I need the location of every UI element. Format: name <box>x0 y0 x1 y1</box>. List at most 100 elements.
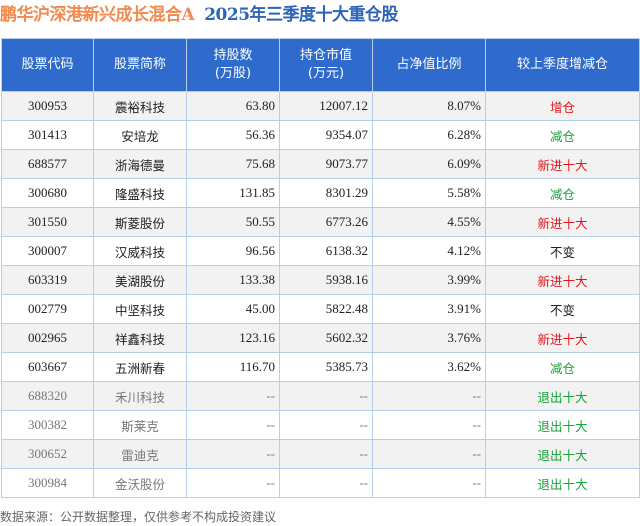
stock-code: 300382 <box>1 410 94 440</box>
table-row: 002965 祥鑫科技 123.16 5602.32 3.76% 新进十大 <box>1 323 640 353</box>
shares-held: -- <box>186 468 280 498</box>
shares-held: 131.85 <box>186 178 280 208</box>
stock-name: 隆盛科技 <box>93 178 187 208</box>
net-value-ratio: -- <box>372 468 486 498</box>
market-value: 5938.16 <box>279 265 373 295</box>
net-value-ratio: 8.07% <box>372 91 486 121</box>
net-value-ratio: 3.76% <box>372 323 486 353</box>
stock-name: 震裕科技 <box>93 91 187 121</box>
column-header: 持股数 (万股) <box>186 38 280 92</box>
stock-code: 603319 <box>1 265 94 295</box>
table-row: 300953 震裕科技 63.80 12007.12 8.07% 增仓 <box>1 91 640 121</box>
column-header: 占净值比例 <box>372 38 486 92</box>
position-change: 新进十大 <box>485 149 640 179</box>
net-value-ratio: 6.28% <box>372 120 486 150</box>
position-change: 减仓 <box>485 120 640 150</box>
shares-held: 75.68 <box>186 149 280 179</box>
shares-held: 116.70 <box>186 352 280 382</box>
stock-code: 688577 <box>1 149 94 179</box>
fund-name: 鹏华沪深港新兴成长混合A <box>0 5 195 25</box>
shares-held: 133.38 <box>186 265 280 295</box>
stock-code: 300007 <box>1 236 94 266</box>
market-value: -- <box>279 410 373 440</box>
stock-code: 301413 <box>1 120 94 150</box>
stock-name: 禾川科技 <box>93 381 187 411</box>
position-change: 增仓 <box>485 91 640 121</box>
stock-code: 300652 <box>1 439 94 469</box>
stock-name: 汉威科技 <box>93 236 187 266</box>
net-value-ratio: 3.62% <box>372 352 486 382</box>
stock-code: 300984 <box>1 468 94 498</box>
table-row: 688577 浙海德曼 75.68 9073.77 6.09% 新进十大 <box>1 149 640 179</box>
stock-name: 中坚科技 <box>93 294 187 324</box>
shares-held: 96.56 <box>186 236 280 266</box>
stock-name: 五洲新春 <box>93 352 187 382</box>
net-value-ratio: 4.12% <box>372 236 486 266</box>
column-header: 股票简称 <box>93 38 187 92</box>
position-change: 减仓 <box>485 352 640 382</box>
shares-held: -- <box>186 410 280 440</box>
market-value: -- <box>279 439 373 469</box>
table-row: 300984 金沃股份 -- -- -- 退出十大 <box>1 468 640 498</box>
market-value: 5385.73 <box>279 352 373 382</box>
position-change: 新进十大 <box>485 323 640 353</box>
position-change: 退出十大 <box>485 410 640 440</box>
stock-code: 301550 <box>1 207 94 237</box>
table-row: 301550 斯菱股份 50.55 6773.26 4.55% 新进十大 <box>1 207 640 237</box>
market-value: -- <box>279 381 373 411</box>
stock-code: 300953 <box>1 91 94 121</box>
market-value: 6138.32 <box>279 236 373 266</box>
stock-name: 斯莱克 <box>93 410 187 440</box>
table-row: 300007 汉威科技 96.56 6138.32 4.12% 不变 <box>1 236 640 266</box>
stock-name: 金沃股份 <box>93 468 187 498</box>
stock-code: 002779 <box>1 294 94 324</box>
net-value-ratio: 5.58% <box>372 178 486 208</box>
table-row: 603667 五洲新春 116.70 5385.73 3.62% 减仓 <box>1 352 640 382</box>
market-value: 8301.29 <box>279 178 373 208</box>
stock-name: 安培龙 <box>93 120 187 150</box>
shares-held: 56.36 <box>186 120 280 150</box>
stock-name: 美湖股份 <box>93 265 187 295</box>
column-header: 股票代码 <box>1 38 94 92</box>
net-value-ratio: -- <box>372 439 486 469</box>
market-value: -- <box>279 468 373 498</box>
table-row: 301413 安培龙 56.36 9354.07 6.28% 减仓 <box>1 120 640 150</box>
position-change: 退出十大 <box>485 381 640 411</box>
table-row: 300382 斯莱克 -- -- -- 退出十大 <box>1 410 640 440</box>
net-value-ratio: -- <box>372 410 486 440</box>
holdings-table: 股票代码 股票简称 持股数 (万股) 持仓市值 (万元) 占净值比例 较上季度增减仓 3009… <box>1 38 640 498</box>
stock-code: 603667 <box>1 352 94 382</box>
position-change: 减仓 <box>485 178 640 208</box>
position-change: 新进十大 <box>485 207 640 237</box>
report-subtitle: 2025年三季度十大重仓股 <box>204 5 399 25</box>
shares-held: 63.80 <box>186 91 280 121</box>
net-value-ratio: 6.09% <box>372 149 486 179</box>
market-value: 9073.77 <box>279 149 373 179</box>
market-value: 6773.26 <box>279 207 373 237</box>
shares-held: -- <box>186 381 280 411</box>
column-header: 持仓市值 (万元) <box>279 38 373 92</box>
column-header: 较上季度增减仓 <box>485 38 640 92</box>
page-title: 鹏华沪深港新兴成长混合A 2025年三季度十大重仓股 <box>0 2 399 28</box>
shares-held: -- <box>186 439 280 469</box>
stock-name: 祥鑫科技 <box>93 323 187 353</box>
position-change: 退出十大 <box>485 468 640 498</box>
net-value-ratio: -- <box>372 381 486 411</box>
position-change: 退出十大 <box>485 439 640 469</box>
shares-held: 123.16 <box>186 323 280 353</box>
shares-held: 45.00 <box>186 294 280 324</box>
stock-name: 斯菱股份 <box>93 207 187 237</box>
table-row: 002779 中坚科技 45.00 5822.48 3.91% 不变 <box>1 294 640 324</box>
market-value: 9354.07 <box>279 120 373 150</box>
market-value: 5602.32 <box>279 323 373 353</box>
stock-code: 002965 <box>1 323 94 353</box>
net-value-ratio: 3.99% <box>372 265 486 295</box>
stock-code: 300680 <box>1 178 94 208</box>
market-value: 5822.48 <box>279 294 373 324</box>
stock-name: 雷迪克 <box>93 439 187 469</box>
position-change: 不变 <box>485 294 640 324</box>
market-value: 12007.12 <box>279 91 373 121</box>
position-change: 不变 <box>485 236 640 266</box>
data-source-note: 数据来源：公开数据整理，仅供参考不构成投资建议 <box>0 510 277 524</box>
shares-held: 50.55 <box>186 207 280 237</box>
